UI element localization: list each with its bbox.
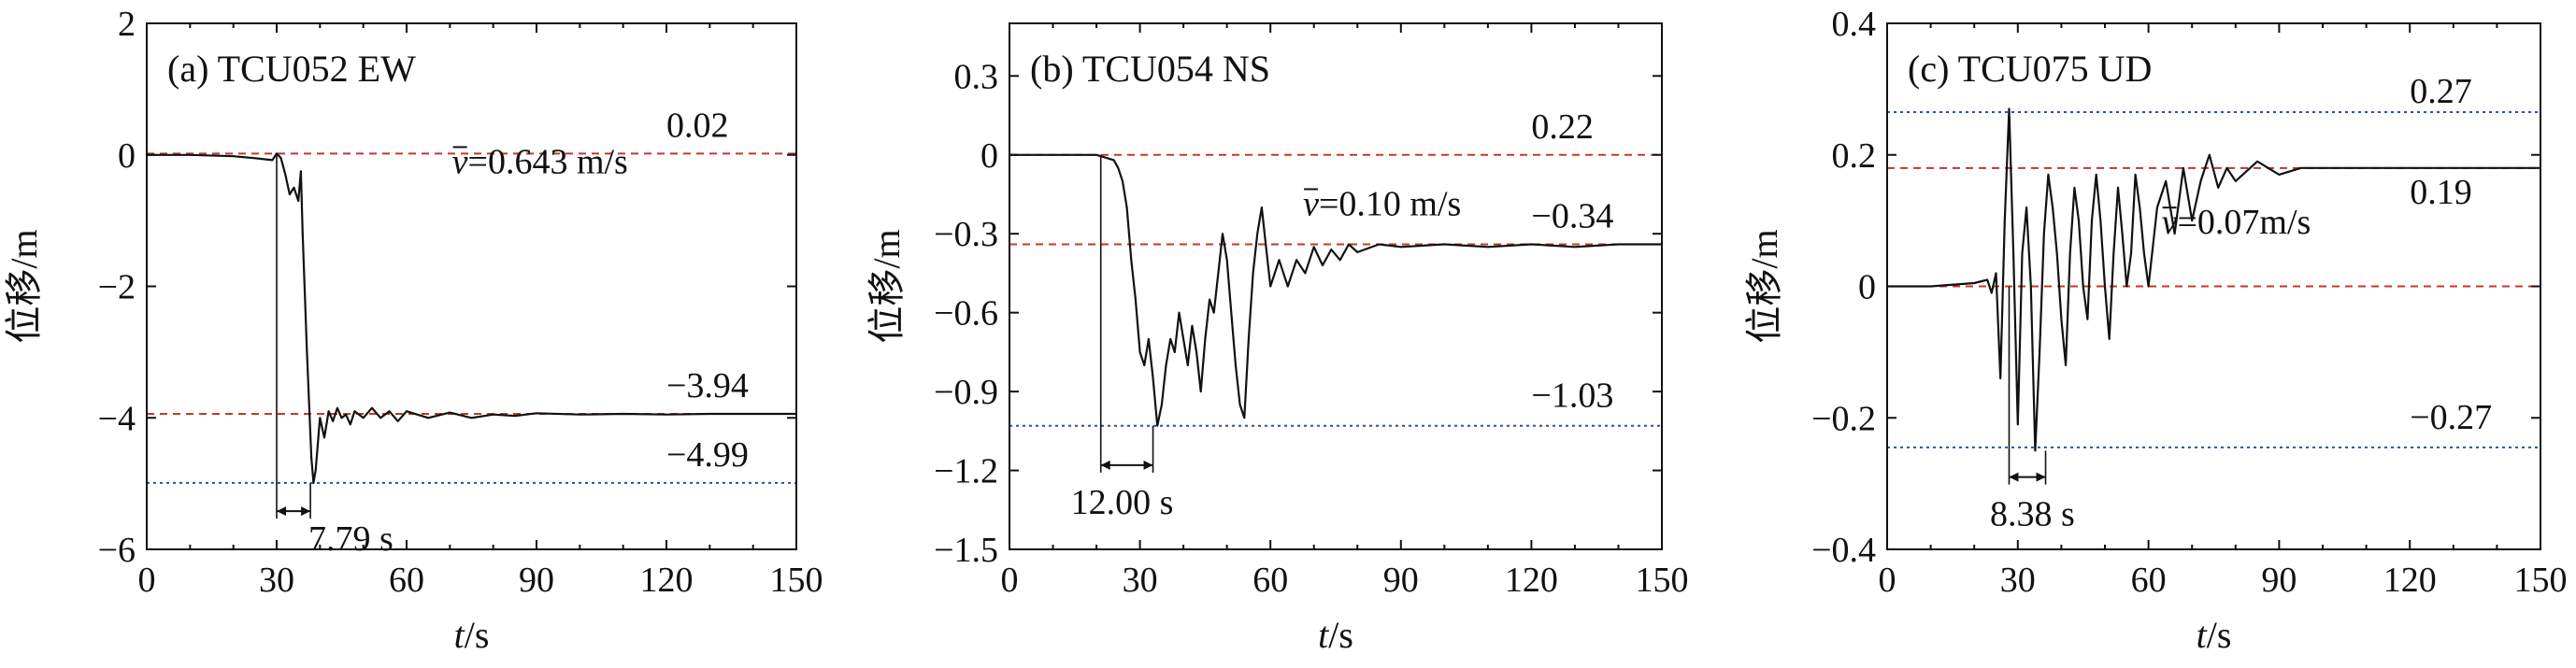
x-axis-label: t/s	[454, 614, 490, 656]
interval-duration-label: 7.79 s	[308, 519, 394, 559]
x-tick-label: 120	[1505, 561, 1558, 600]
panel-2: 0.22 −0.34 −1.03 12.00 s v=0.10 m/s 0 30 60 90 12…	[866, 22, 1689, 656]
reference-value-label: 0.19	[2410, 173, 2472, 212]
y-tick-label: −0.3	[934, 215, 998, 254]
y-axis-label: 位移/m	[3, 229, 45, 343]
arrow-head-left	[1100, 460, 1110, 470]
x-tick-label: 150	[2514, 561, 2568, 600]
x-tick-label: 0	[1001, 561, 1019, 600]
x-axis-label: t/s	[2197, 614, 2232, 656]
y-tick-label: 0	[118, 136, 136, 176]
panel-1: 0.02 −3.94 −4.99 7.79 s v=0.643 m/s 0 30 60 90 12…	[3, 5, 823, 656]
displacement-trace	[147, 152, 796, 485]
arrow-head-left	[2009, 472, 2019, 482]
y-tick-label: 0.4	[1832, 5, 1877, 44]
y-tick-label: −1.5	[934, 531, 998, 570]
y-axis-label: 位移/m	[1743, 229, 1785, 343]
y-tick-label: 0	[980, 136, 998, 176]
y-tick-label: −4	[98, 399, 136, 438]
panel-3: 0.27 0.19 −0.27 8.38 s v=0.07m/s 0 30 60 90 120 15…	[1743, 5, 2568, 656]
reference-value-label: −0.34	[1531, 196, 1613, 235]
average-velocity-label: v=0.07m/s	[2162, 203, 2311, 242]
reference-value-label: 0.02	[666, 106, 729, 145]
x-tick-label: 30	[259, 561, 294, 600]
y-tick-label: −0.2	[1811, 399, 1876, 438]
x-tick-label: 60	[1252, 561, 1288, 600]
panel-title: (a) TCU052 EW	[167, 48, 416, 90]
reference-value-label: 0.27	[2410, 72, 2472, 111]
arrow-head-right	[301, 506, 311, 517]
x-tick-label: 0	[138, 561, 156, 600]
x-tick-label: 150	[1636, 561, 1689, 600]
panel-title: (c) TCU075 UD	[1908, 48, 2152, 90]
reference-value-label: −0.27	[2410, 398, 2492, 437]
y-tick-label: 0.3	[954, 57, 999, 96]
y-tick-label: 0.2	[1832, 136, 1877, 176]
x-tick-label: 30	[2000, 561, 2036, 600]
reference-value-label: 0.22	[1531, 107, 1594, 147]
y-tick-label: −0.9	[934, 373, 998, 412]
displacement-trace	[1887, 107, 2540, 452]
x-tick-label: 120	[2383, 561, 2437, 600]
interval-duration-label: 12.00 s	[1071, 483, 1174, 522]
arrow-head-right	[2036, 472, 2046, 482]
average-velocity-label: v=0.643 m/s	[452, 142, 628, 181]
x-tick-label: 90	[2261, 561, 2297, 600]
x-tick-label: 30	[1123, 561, 1158, 600]
y-tick-label: −6	[98, 531, 136, 570]
y-tick-label: −0.4	[1811, 531, 1876, 570]
arrow-head-left	[277, 506, 286, 517]
x-tick-label: 90	[1383, 561, 1419, 600]
plot-frame	[1009, 22, 1663, 550]
reference-value-label: −3.94	[666, 366, 749, 405]
y-tick-label: −0.6	[934, 294, 998, 334]
x-tick-label: 60	[389, 561, 424, 600]
x-tick-label: 150	[770, 561, 823, 600]
average-velocity-label: v=0.10 m/s	[1303, 184, 1461, 223]
y-tick-label: 0	[1858, 268, 1876, 307]
y-axis-label: 位移/m	[866, 229, 908, 343]
y-tick-label: 2	[118, 5, 136, 44]
x-tick-label: 60	[2131, 561, 2167, 600]
reference-value-label: −1.03	[1531, 377, 1613, 416]
panel-title: (b) TCU054 NS	[1030, 48, 1270, 90]
x-tick-label: 90	[519, 561, 554, 600]
arrow-head-right	[1143, 460, 1153, 470]
x-tick-label: 120	[640, 561, 694, 600]
x-tick-label: 0	[1879, 561, 1896, 600]
y-tick-label: −1.2	[934, 452, 998, 491]
x-axis-label: t/s	[1318, 614, 1353, 656]
displacement-trace	[1009, 153, 1662, 427]
y-tick-label: −2	[98, 268, 136, 307]
interval-duration-label: 8.38 s	[1990, 495, 2075, 534]
reference-value-label: −4.99	[666, 435, 749, 475]
